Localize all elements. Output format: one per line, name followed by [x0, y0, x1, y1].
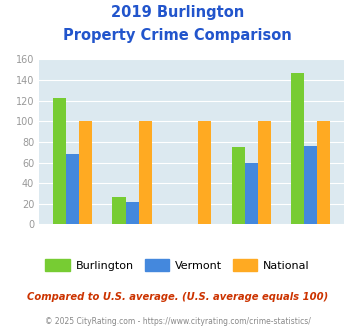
Text: Property Crime Comparison: Property Crime Comparison	[63, 28, 292, 43]
Bar	[258, 121, 271, 224]
Text: © 2025 CityRating.com - https://www.cityrating.com/crime-statistics/: © 2025 CityRating.com - https://www.city…	[45, 317, 310, 326]
Bar	[231, 147, 245, 224]
Bar	[113, 197, 126, 224]
Bar	[198, 121, 211, 224]
Bar	[139, 121, 152, 224]
Text: 2019 Burlington: 2019 Burlington	[111, 5, 244, 20]
Bar	[291, 73, 304, 224]
Legend: Burlington, Vermont, National: Burlington, Vermont, National	[41, 255, 314, 276]
Text: Compared to U.S. average. (U.S. average equals 100): Compared to U.S. average. (U.S. average …	[27, 292, 328, 302]
Bar	[53, 98, 66, 224]
Bar	[66, 154, 79, 224]
Bar	[304, 146, 317, 224]
Bar	[126, 202, 139, 224]
Bar	[79, 121, 92, 224]
Bar	[245, 162, 258, 224]
Bar	[317, 121, 331, 224]
